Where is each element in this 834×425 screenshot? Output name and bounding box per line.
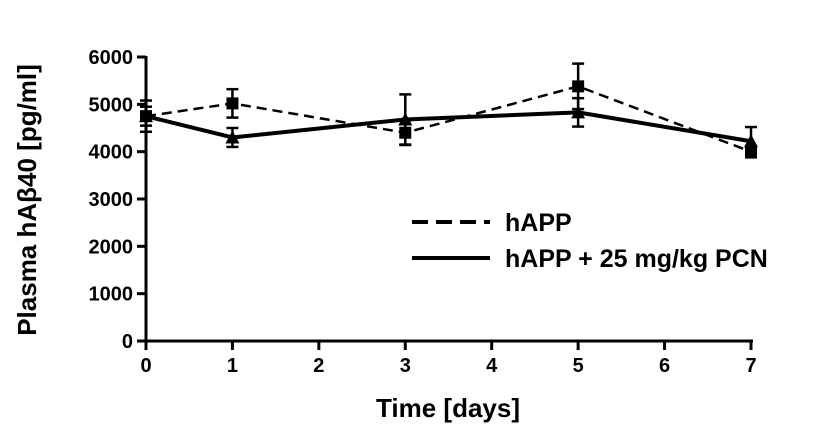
x-tick-label: 2 <box>313 355 324 377</box>
data-point-triangle <box>139 109 153 123</box>
y-ticks: 0 1000 2000 3000 4000 5000 6000 <box>89 47 146 353</box>
series-hAPP-PCN <box>139 93 758 157</box>
y-tick-label: 2000 <box>89 236 134 258</box>
x-tick-label: 4 <box>486 355 498 377</box>
data-point-triangle <box>571 105 586 119</box>
data-point-square <box>572 80 585 93</box>
legend-label-hAPP-PCN: hAPP + 25 mg/kg PCN <box>505 245 768 273</box>
y-tick-label: 5000 <box>89 94 134 116</box>
y-tick-label: 1000 <box>89 284 134 306</box>
y-tick-label: 0 <box>122 331 133 353</box>
x-tick-label: 1 <box>227 355 238 377</box>
y-axis-label: Plasma hAβ40 [pg/ml] <box>12 64 42 336</box>
x-ticks: 0 1 2 3 4 5 6 7 <box>140 341 757 377</box>
series-layer <box>139 62 758 159</box>
y-tick-label: 3000 <box>89 189 134 211</box>
data-point-triangle <box>225 130 240 144</box>
data-point-square <box>226 97 239 110</box>
y-tick-label: 6000 <box>89 47 134 69</box>
data-point-triangle <box>398 112 413 126</box>
data-point-triangle <box>744 134 758 148</box>
y-tick-label: 4000 <box>89 142 134 164</box>
x-tick-label: 5 <box>573 355 584 377</box>
x-tick-label: 7 <box>745 355 756 377</box>
legend: hAPP hAPP + 25 mg/kg PCN <box>412 209 768 273</box>
x-tick-label: 3 <box>400 355 411 377</box>
legend-label-hAPP: hAPP <box>505 209 572 237</box>
x-axis-label: Time [days] <box>376 393 520 423</box>
x-tick-label: 0 <box>140 355 151 377</box>
x-tick-label: 6 <box>659 355 670 377</box>
